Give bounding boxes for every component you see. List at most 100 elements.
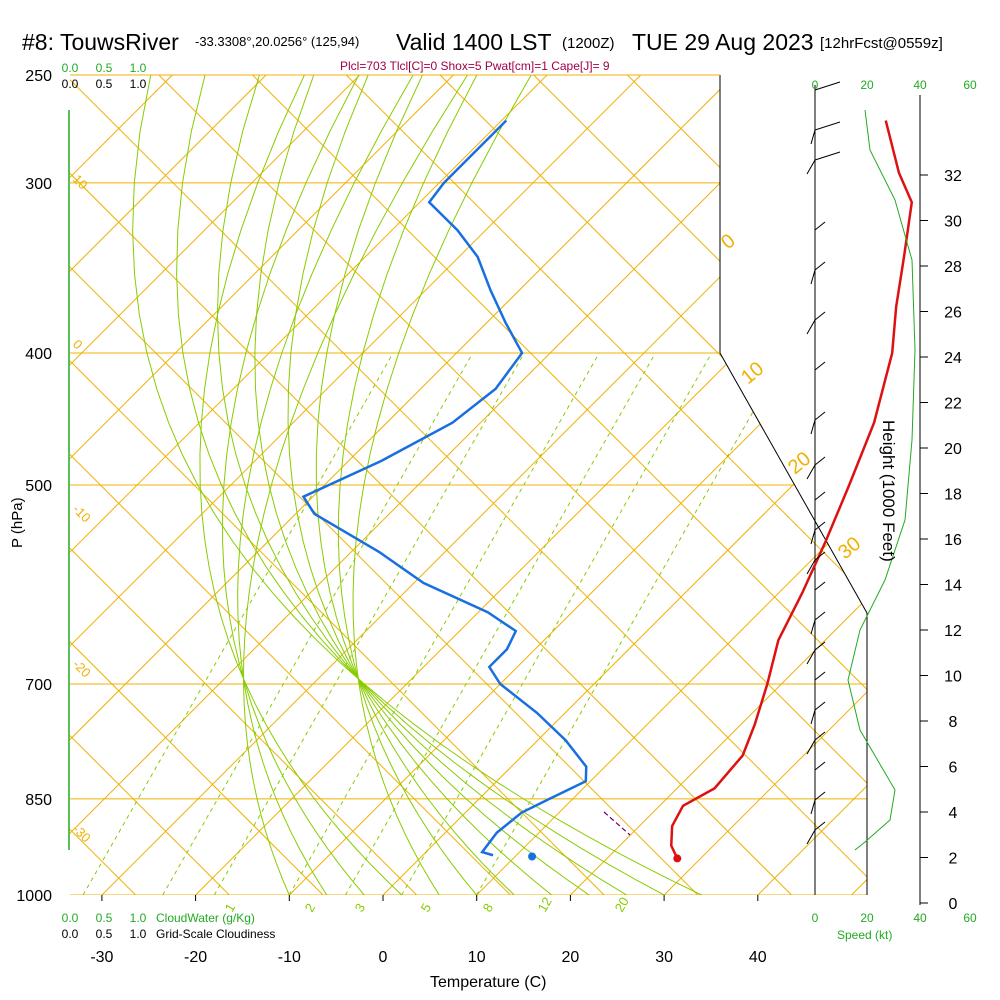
dry-adiabat-label: 30: [834, 533, 865, 564]
moist-adiabat-line: [132, 75, 702, 895]
isotherm-line: [195, 75, 867, 895]
dry-adiabat-line: [70, 75, 867, 895]
isotherm-line: [382, 75, 867, 895]
x-tick-label: -30: [90, 949, 113, 966]
height-tick-label: 0: [949, 896, 958, 913]
speed-tick-top: 20: [860, 78, 874, 92]
height-tick-label: 24: [944, 350, 962, 367]
moist-adiabat-line: [216, 75, 627, 895]
pressure-tick-label: 400: [25, 346, 52, 363]
mixing-ratio-label: 20: [612, 894, 632, 914]
height-tick-label: 28: [944, 259, 962, 276]
wind-barb: [814, 551, 826, 561]
isotherm-line: [476, 75, 867, 895]
dry-adiabat-line: [70, 75, 511, 895]
wind-barb: [814, 731, 826, 741]
wind-barb: [814, 491, 826, 501]
speed-tick-top: 40: [913, 78, 927, 92]
parcel-path: [603, 811, 631, 836]
mixing-ratio-line: [345, 352, 656, 895]
dry-adiabat-line: [70, 75, 699, 895]
forecast-text: [12hrFcst@0559z]: [820, 35, 943, 52]
isotherm-line: [70, 75, 361, 895]
location-text: -33.3308°,20.0256° (125,94): [195, 34, 359, 49]
speed-tick-top: 60: [963, 78, 977, 92]
wind-barb: [814, 121, 841, 131]
isotherm-line: [70, 75, 454, 895]
wind-barb-staff: [810, 529, 816, 545]
mixing-ratio-line: [288, 352, 600, 895]
height-tick-label: 32: [944, 168, 962, 185]
wind-barb-staff: [810, 269, 816, 285]
dry-adiabat-line: [70, 75, 605, 895]
dry-adiabat-line: [158, 75, 867, 895]
speed-label: Speed (kt): [837, 928, 892, 942]
cloudwater-label: CloudWater (g/Kg): [156, 911, 255, 925]
date-text: TUE 29 Aug 2023: [632, 29, 814, 55]
height-tick-label: 8: [949, 714, 958, 731]
top-scale-black: 0.5: [96, 77, 113, 91]
pressure-tick-label: 500: [25, 478, 52, 495]
chart-title: #8: TouwsRiver: [22, 29, 179, 55]
top-scale-black: 1.0: [130, 77, 147, 91]
height-tick-label: 22: [944, 396, 962, 413]
moist-adiabat-line: [315, 75, 515, 895]
wind-barb: [814, 761, 826, 771]
mixing-ratio-label: 3: [352, 901, 369, 915]
height-tick-label: 10: [944, 669, 962, 686]
speed-tick-bottom: 20: [860, 911, 874, 925]
frame-diagonal: [719, 352, 868, 614]
wind-barb: [814, 641, 826, 651]
isotherm-line: [70, 75, 829, 895]
moist-adiabat-line: [254, 75, 590, 895]
wind-barb: [814, 151, 841, 161]
wind-barb: [814, 221, 826, 231]
dry-adiabat-label: 10: [737, 358, 768, 389]
bottom-scale-green: 1.0: [130, 911, 147, 925]
wind-barb: [814, 361, 826, 371]
pressure-tick-label: 700: [25, 677, 52, 694]
height-tick-label: 30: [944, 214, 962, 231]
wind-barb: [814, 311, 826, 321]
bottom-scale-green: 0.0: [62, 911, 79, 925]
x-tick-label: -20: [184, 949, 207, 966]
wind-barb: [814, 671, 826, 681]
height-axis-label: Height (1000 Feet): [879, 420, 898, 562]
mixing-ratio-line: [213, 352, 525, 895]
wind-barb-staff: [806, 649, 816, 665]
isotherm-line: [570, 75, 867, 895]
wind-barb-staff: [806, 319, 816, 335]
wind-barb-staff: [810, 129, 816, 145]
wind-barb: [814, 821, 826, 831]
height-tick-label: 6: [949, 760, 958, 777]
isotherm-line: [70, 75, 735, 895]
x-tick-label: 30: [655, 949, 673, 966]
indices-text: Plcl=703 Tlcl[C]=0 Shox=5 Pwat[cm]=1 Cap…: [340, 59, 610, 73]
speed-tick-bottom: 0: [812, 911, 819, 925]
bottom-scale-black: 0.0: [62, 927, 79, 941]
background-grid: [70, 75, 867, 895]
x-axis-label: Temperature (C): [430, 974, 546, 991]
height-tick-label: 4: [949, 805, 958, 822]
height-tick-label: 18: [944, 487, 962, 504]
mixing-ratio-line: [476, 352, 788, 895]
height-tick-label: 20: [944, 441, 962, 458]
moist-adiabat-line: [352, 75, 532, 895]
height-tick-label: 14: [944, 578, 962, 595]
speed-tick-top: 0: [812, 78, 819, 92]
mixing-ratio-line: [82, 352, 394, 895]
isotherm-line: [70, 75, 267, 895]
isotherm-line: [851, 75, 867, 895]
mixing-ratio-label: 12: [535, 894, 555, 914]
moist-adiabat-line: [337, 75, 478, 895]
top-scale-green: 0.5: [96, 61, 113, 75]
x-tick-label: 40: [749, 949, 767, 966]
height-tick-label: 2: [949, 851, 958, 868]
mixing-ratio-label: 5: [418, 901, 435, 915]
wind-barb: [814, 81, 841, 91]
pressure-tick-label: 850: [25, 792, 52, 809]
height-tick-label: 26: [944, 305, 962, 322]
dry-adiabat-line: [70, 75, 418, 895]
valid-text: Valid 1400 LST: [396, 29, 552, 55]
